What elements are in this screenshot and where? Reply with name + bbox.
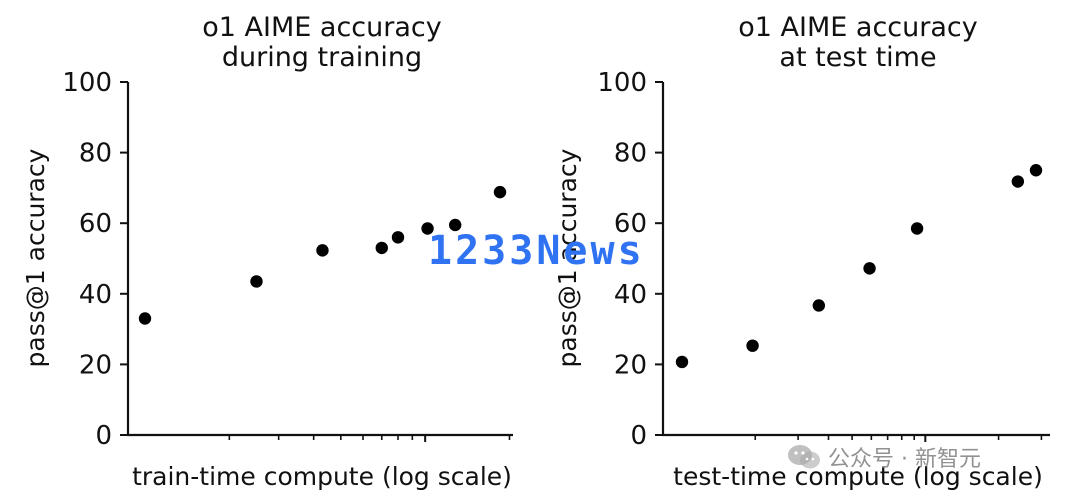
data-point <box>250 275 263 288</box>
y-tick-label: 20 <box>79 350 112 380</box>
chart-left-x-ticks <box>228 435 511 442</box>
data-point <box>812 299 826 312</box>
y-tick-label: 80 <box>79 139 112 169</box>
data-point <box>493 185 507 199</box>
chart-right: o1 AIME accuracy at test time pass@1 acc… <box>553 12 1050 491</box>
data-point <box>746 339 759 352</box>
data-point <box>910 222 924 235</box>
data-point <box>675 355 689 369</box>
data-point <box>421 222 434 235</box>
y-tick-label: 100 <box>597 68 647 98</box>
chart-right-x-ticks <box>754 435 1043 442</box>
chart-right-ylabel: pass@1 accuracy <box>553 148 582 367</box>
y-tick-label: 80 <box>614 139 647 169</box>
chart-right-y-ticks: 0 20 40 60 80 100 <box>597 68 663 451</box>
data-point <box>375 241 388 255</box>
y-tick-label: 60 <box>614 209 647 239</box>
y-tick-label: 40 <box>614 280 647 310</box>
chart-right-title: o1 AIME accuracy <box>738 12 977 43</box>
chart-right-points <box>675 164 1043 369</box>
data-point <box>1029 164 1043 177</box>
wechat-icon <box>788 445 820 469</box>
chart-right-xlabel: test-time compute (log scale) <box>673 462 1043 491</box>
y-tick-label: 0 <box>630 421 647 451</box>
wechat-watermark: 公众号 · 新智元 <box>786 441 981 473</box>
news-watermark: 1233News <box>428 228 645 274</box>
y-tick-label: 40 <box>79 280 112 310</box>
y-tick-label: 20 <box>614 350 647 380</box>
wechat-watermark-text: 公众号 · 新智元 <box>828 447 981 472</box>
chart-left-xlabel: train-time compute (log scale) <box>132 462 512 491</box>
data-point <box>1011 175 1025 188</box>
chart-left-y-ticks: 0 20 40 60 80 100 <box>62 68 128 451</box>
y-tick-label: 100 <box>62 68 112 98</box>
data-point <box>391 231 405 244</box>
chart-left: o1 AIME accuracy during training pass@1 … <box>21 12 513 491</box>
chart-left-title: o1 AIME accuracy <box>202 12 441 43</box>
chart-left-points <box>138 185 507 325</box>
data-point <box>863 262 876 275</box>
chart-left-ylabel: pass@1 accuracy <box>21 148 50 367</box>
data-point <box>316 244 329 257</box>
y-tick-label: 0 <box>95 421 112 451</box>
data-point <box>448 218 462 232</box>
chart-right-subtitle: at test time <box>779 42 936 73</box>
data-point <box>138 312 152 325</box>
y-tick-label: 60 <box>79 209 112 239</box>
chart-left-subtitle: during training <box>222 42 422 73</box>
